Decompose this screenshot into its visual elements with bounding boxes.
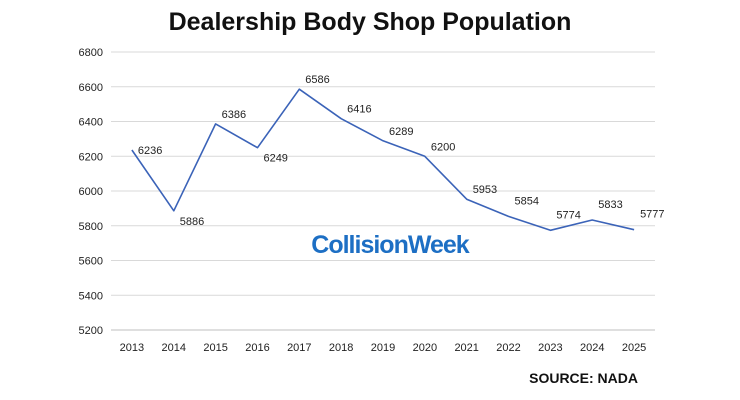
y-tick-label: 5400: [79, 290, 103, 302]
x-tick-label: 2015: [203, 342, 227, 354]
data-label: 6236: [138, 145, 162, 157]
x-tick-label: 2021: [454, 342, 478, 354]
y-tick-label: 6000: [79, 186, 103, 198]
x-tick-label: 2020: [413, 342, 437, 354]
y-axis-ticks: 5200 5400 5600 5800 6000 6200 6400 6600 6800: [79, 47, 103, 337]
data-label: 5774: [556, 209, 580, 221]
source-note: SOURCE: NADA: [529, 370, 638, 386]
x-axis-ticks: 2013 2014 2015 2016 2017 2018 2019 2020 2021 2022…: [120, 342, 647, 354]
data-label: 6289: [389, 126, 413, 138]
x-tick-label: 2024: [580, 342, 604, 354]
data-label: 6386: [222, 109, 246, 121]
series-line: [131, 88, 635, 232]
x-tick-label: 2013: [120, 342, 144, 354]
collisionweek-logo: CollisionWeek: [311, 231, 470, 259]
x-tick-label: 2025: [622, 342, 646, 354]
data-label: 5777: [640, 209, 664, 221]
x-tick-label: 2023: [538, 342, 562, 354]
y-tick-label: 5800: [79, 221, 103, 233]
data-label: 5953: [473, 184, 497, 196]
x-tick-label: 2016: [245, 342, 269, 354]
y-tick-label: 6600: [79, 82, 103, 94]
data-label: 6200: [431, 141, 455, 153]
chart-title: Dealership Body Shop Population: [169, 8, 572, 36]
gridlines: [111, 51, 655, 331]
data-label: 5886: [180, 216, 204, 228]
x-tick-label: 2022: [496, 342, 520, 354]
y-tick-label: 6400: [79, 117, 103, 129]
y-tick-label: 5600: [79, 256, 103, 268]
x-tick-label: 2014: [162, 342, 186, 354]
data-label: 6416: [347, 104, 371, 116]
y-tick-label: 6200: [79, 151, 103, 163]
y-tick-label: 6800: [79, 47, 103, 59]
x-tick-label: 2018: [329, 342, 353, 354]
x-tick-label: 2019: [371, 342, 395, 354]
y-tick-label: 5200: [79, 325, 103, 337]
data-labels: 6236 5886 6386 6249 6586 6416 6289 6200 5953 5854…: [138, 74, 665, 228]
data-label: 5854: [515, 195, 539, 207]
data-label: 6586: [305, 74, 329, 86]
data-label: 5833: [598, 199, 622, 211]
data-label: 6249: [263, 153, 287, 165]
series: [131, 88, 635, 232]
x-tick-label: 2017: [287, 342, 311, 354]
